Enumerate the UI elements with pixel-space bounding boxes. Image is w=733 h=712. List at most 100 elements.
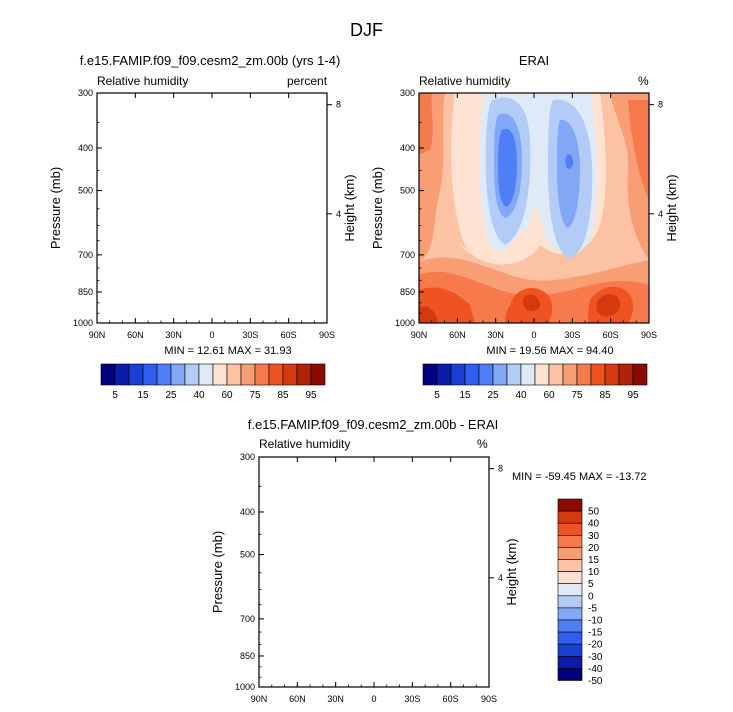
- y-right-axis-label: Height (km): [342, 174, 357, 241]
- rh-colorbar-1: 5 15 25 40 60 75 85 95: [100, 363, 326, 401]
- colorbar-box: [226, 363, 242, 386]
- x-tick-label: 90N: [89, 330, 106, 340]
- main-title: DJF: [350, 20, 383, 40]
- y-axis-label: Pressure (mb): [210, 531, 225, 613]
- colorbar-box: [576, 363, 592, 386]
- colorbar-box: [492, 363, 508, 386]
- colorbar-box: [557, 619, 583, 633]
- x-tick-label: 30N: [165, 330, 182, 340]
- colorbar-box: [590, 363, 606, 386]
- x-tick-label: 60N: [289, 694, 306, 704]
- colorbar-box: [618, 363, 634, 386]
- colorbar-box: [478, 363, 494, 386]
- panel3-left-label: Relative humidity: [259, 437, 351, 451]
- colorbar-label: -40: [588, 664, 603, 675]
- colorbar-box: [170, 363, 186, 386]
- colorbar-label: -30: [588, 652, 603, 663]
- panel3-frame: [258, 456, 490, 688]
- panel1-title: f.e15.FAMIP.f09_f09.cesm2_zm.00b (yrs 1-…: [79, 53, 341, 68]
- y-right-tick-label: 4: [658, 209, 663, 219]
- colorbar-box: [557, 498, 583, 512]
- colorbar-box: [534, 363, 550, 386]
- x-tick-label: 30S: [404, 694, 420, 704]
- colorbar-box: [212, 363, 228, 386]
- colorbar-label: 15: [459, 390, 471, 401]
- x-tick-label: 30N: [487, 330, 504, 340]
- y-axis-label: Pressure (mb): [370, 167, 385, 249]
- y-tick-label: 700: [78, 250, 93, 260]
- colorbar-box: [562, 363, 578, 386]
- colorbar-box: [128, 363, 144, 386]
- x-tick-label: 90S: [319, 330, 335, 340]
- y-right-tick-label: 8: [336, 100, 341, 110]
- y-right-axis-label: Height (km): [504, 538, 519, 605]
- panel1-frame: [96, 92, 328, 324]
- colorbar-box: [268, 363, 284, 386]
- colorbar-box: [557, 571, 583, 584]
- colorbar-label: 40: [515, 390, 527, 401]
- y-tick-label: 1000: [395, 318, 415, 328]
- colorbar-box: [506, 363, 522, 386]
- axes-layer: 90N 60N 30N 0 30S 60S 90S300400500700850100084…: [48, 88, 679, 704]
- colorbar-label: 25: [487, 390, 499, 401]
- colorbar-box: [100, 363, 116, 386]
- y-tick-label: 500: [78, 186, 93, 196]
- colorbar-label: -50: [588, 676, 603, 687]
- colorbar-box: [557, 655, 583, 669]
- colorbar-box: [557, 559, 583, 572]
- colorbar-box: [548, 363, 564, 386]
- colorbar-label: 10: [588, 567, 600, 578]
- x-tick-label: 30S: [242, 330, 258, 340]
- colorbar-box: [240, 363, 256, 386]
- panel2-axes: 90N 60N 30N 0 30S 60S 90S 300 400 500 700 850 1000 8 4…: [370, 88, 679, 340]
- y-tick-label: 300: [240, 452, 255, 462]
- colorbar-box: [310, 363, 326, 386]
- colorbar-label: 50: [588, 507, 600, 518]
- panel1-right-label: percent: [287, 74, 328, 88]
- colorbar-box: [422, 363, 438, 386]
- colorbar-label: 15: [588, 555, 600, 566]
- colorbar-box: [557, 547, 583, 560]
- y-tick-label: 1000: [73, 318, 93, 328]
- colorbar-box: [254, 363, 270, 386]
- colorbar-label: 5: [112, 390, 118, 401]
- colorbar-label: 60: [221, 390, 233, 401]
- y-tick-label: 400: [78, 143, 93, 153]
- colorbars-layer: 5 15 25 40 60 75 85 95 5 15 25 40 60 75 85 955040302015…: [100, 363, 648, 687]
- panel2-left-label: Relative humidity: [419, 74, 511, 88]
- colorbar-box: [184, 363, 200, 386]
- colorbar-label: 5: [588, 579, 594, 590]
- x-tick-label: 0: [531, 330, 536, 340]
- y-right-tick-label: 4: [498, 573, 503, 583]
- y-tick-label: 1000: [235, 682, 255, 692]
- colorbar-box: [557, 522, 583, 536]
- x-tick-label: 60S: [443, 694, 459, 704]
- x-tick-label: 90S: [481, 694, 497, 704]
- y-tick-label: 400: [400, 143, 415, 153]
- y-tick-label: 300: [400, 88, 415, 98]
- colorbar-box: [557, 631, 583, 645]
- colorbar-box: [557, 643, 583, 657]
- x-tick-label: 60N: [127, 330, 144, 340]
- colorbar-label: 5: [434, 390, 440, 401]
- panel3-title: f.e15.FAMIP.f09_f09.cesm2_zm.00b - ERAI: [247, 417, 499, 432]
- colorbar-box: [632, 363, 648, 386]
- panel3-axes: 90N 60N 30N 0 30S 60S 90S 300 400 500 700 850 1000 8 4…: [210, 452, 519, 704]
- colorbar-box: [557, 534, 583, 548]
- x-tick-label: 60N: [449, 330, 466, 340]
- x-tick-label: 90N: [411, 330, 428, 340]
- colorbar-box: [520, 363, 536, 386]
- colorbar-box: [604, 363, 620, 386]
- colorbar-label: 75: [249, 390, 261, 401]
- x-tick-label: 30S: [564, 330, 580, 340]
- panel2-title: ERAI: [518, 53, 550, 68]
- colorbar-box: [198, 363, 214, 386]
- x-tick-label: 60S: [603, 330, 619, 340]
- colorbar-box: [296, 363, 312, 386]
- colorbar-label: 85: [599, 390, 611, 401]
- colorbar-label: -15: [588, 628, 603, 639]
- colorbar-box: [557, 510, 583, 524]
- colorbar-label: -10: [588, 616, 603, 627]
- colorbar-label: 60: [543, 390, 555, 401]
